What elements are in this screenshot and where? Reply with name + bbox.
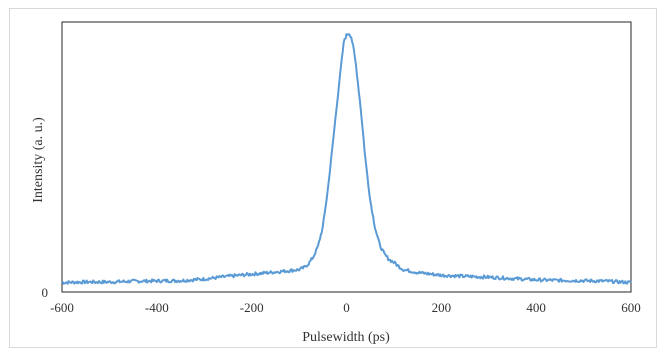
x-axis-label: Pulsewidth (ps) [302, 330, 390, 345]
x-tick-label: 0 [343, 300, 350, 315]
x-tick-label: 600 [621, 300, 641, 315]
chart-frame [9, 8, 657, 348]
x-tick-label: 200 [432, 300, 452, 315]
series-line [61, 33, 632, 285]
y-tick-label: 0 [42, 285, 49, 300]
plot-area [61, 21, 632, 293]
x-tick-label: 400 [526, 300, 546, 315]
y-tick-labels: 0 [42, 285, 49, 300]
x-tick-label: -600 [50, 300, 74, 315]
x-tick-label: -400 [145, 300, 169, 315]
x-tick-label: -200 [240, 300, 264, 315]
y-axis-label: Intensity (a. u.) [31, 117, 46, 203]
x-tick-labels: -600 -400 -200 0 200 400 600 [50, 300, 641, 315]
